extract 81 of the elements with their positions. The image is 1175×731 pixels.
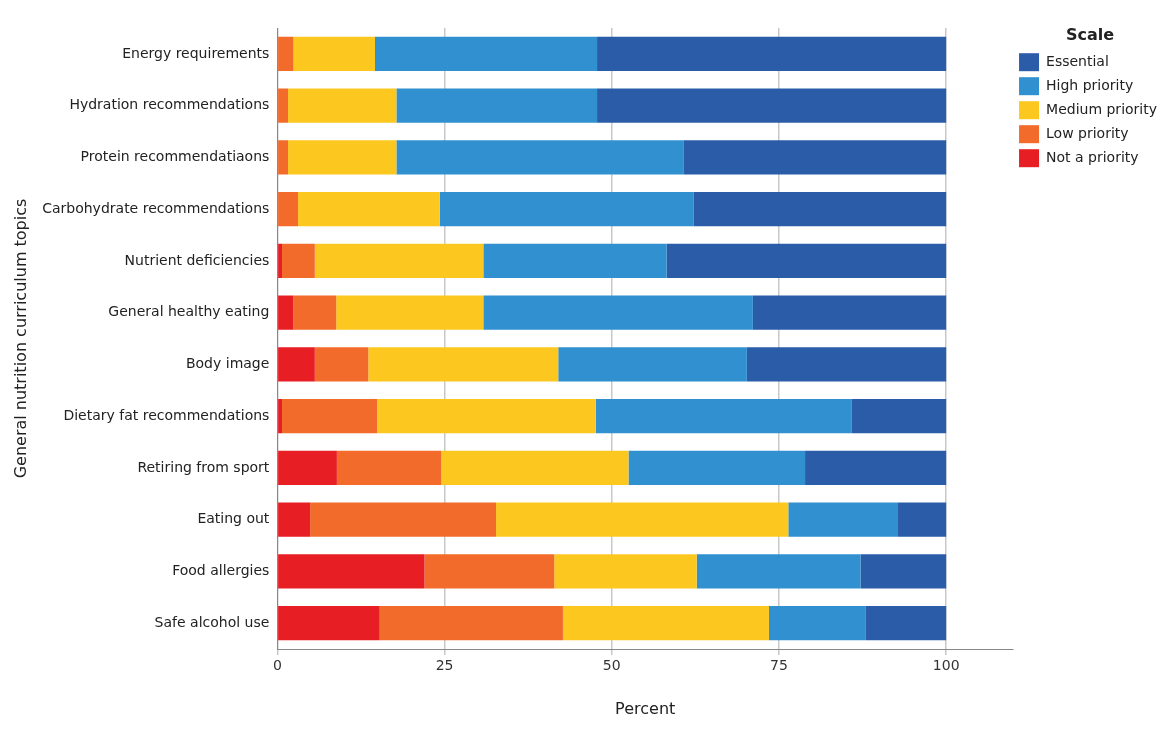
y-axis-title: General nutrition curriculum topics: [10, 198, 30, 479]
y-tick-label: General healthy eating: [108, 303, 270, 320]
y-tick-label: Body image: [185, 355, 270, 372]
bar: [439, 192, 694, 227]
bar: [278, 554, 425, 589]
bar: [851, 399, 947, 434]
bar: [278, 192, 299, 227]
bar: [278, 140, 289, 175]
bar: [314, 347, 369, 382]
y-tick-label: Hydration recommendations: [69, 96, 270, 113]
bar: [746, 347, 947, 382]
bar: [396, 140, 684, 175]
bar: [562, 606, 769, 641]
bar: [595, 399, 852, 434]
bar: [788, 502, 899, 537]
y-tick-label: Eating out: [197, 510, 270, 527]
bar: [597, 36, 947, 71]
bar: [336, 295, 484, 330]
bar: [860, 554, 947, 589]
x-tick-label: 0: [272, 657, 282, 674]
bar: [696, 554, 861, 589]
bar: [278, 243, 283, 278]
bar: [278, 36, 294, 71]
bar: [483, 295, 753, 330]
bar: [298, 192, 440, 227]
x-tick-label: 100: [932, 657, 960, 674]
bar: [379, 606, 563, 641]
bar: [683, 140, 947, 175]
x-tick-label: 75: [770, 657, 788, 674]
bar: [898, 502, 947, 537]
bar: [693, 192, 947, 227]
x-tick-label: 25: [435, 657, 454, 674]
bar: [278, 502, 311, 537]
bar: [554, 554, 697, 589]
bar: [293, 36, 376, 71]
y-tick-label: Protein recommendatiaons: [80, 148, 270, 165]
bar: [666, 243, 947, 278]
bar: [278, 450, 337, 485]
bar: [865, 606, 947, 641]
bar: [293, 295, 337, 330]
legend-label: Medium priority: [1046, 100, 1158, 117]
y-tick-label: Energy requirements: [122, 44, 270, 61]
x-axis-title: Percent: [615, 698, 676, 718]
legend-label: High priority: [1046, 76, 1134, 93]
bar: [375, 36, 598, 71]
bar: [282, 243, 315, 278]
bar: [288, 88, 397, 123]
bar: [278, 295, 294, 330]
bar: [278, 347, 315, 382]
y-tick-label: Nutrient deficiencies: [124, 251, 270, 268]
bar: [282, 399, 378, 434]
bar: [768, 606, 866, 641]
x-tick-label: 50: [602, 657, 621, 674]
bar: [278, 606, 380, 641]
bar: [278, 88, 289, 123]
bar: [597, 88, 947, 123]
bar: [288, 140, 397, 175]
y-tick-label: Safe alcohol use: [154, 613, 270, 630]
bar: [336, 450, 442, 485]
y-tick-label: Dietary fat recommendations: [63, 406, 270, 423]
bar: [396, 88, 598, 123]
y-tick-label: Food allergies: [172, 562, 270, 579]
bar: [310, 502, 497, 537]
legend-label: Not a priority: [1046, 148, 1139, 165]
bar: [377, 399, 596, 434]
bar: [628, 450, 806, 485]
bar: [441, 450, 629, 485]
bar: [752, 295, 947, 330]
bar: [278, 399, 283, 434]
bar: [424, 554, 555, 589]
bar: [805, 450, 947, 485]
bar: [558, 347, 747, 382]
bar: [496, 502, 789, 537]
legend-title: Scale: [1065, 25, 1115, 45]
bar: [368, 347, 559, 382]
legend-label: Low priority: [1046, 124, 1129, 141]
bar: [483, 243, 667, 278]
y-tick-label: Retiring from sport: [137, 458, 270, 475]
y-tick-label: Carbohydrate recommendations: [42, 199, 270, 216]
legend-label: Essential: [1046, 52, 1109, 69]
bar: [314, 243, 484, 278]
